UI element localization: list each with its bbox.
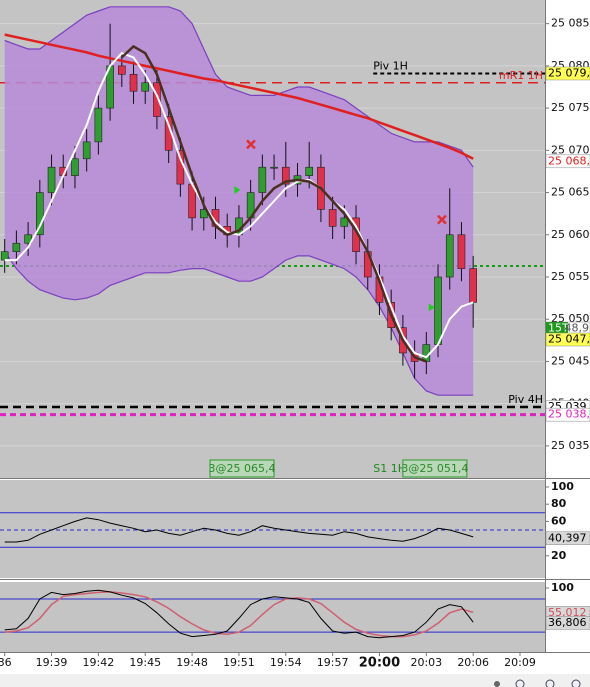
y-tick-label: 60 bbox=[551, 514, 567, 527]
price-tag-label: 48,9 bbox=[565, 322, 590, 335]
indicator-line bbox=[4, 52, 474, 359]
candle-body bbox=[176, 150, 185, 185]
candle-body bbox=[36, 192, 44, 236]
candle-body bbox=[71, 158, 79, 176]
candle-body bbox=[328, 209, 337, 227]
y-tick-label: 25 045 bbox=[551, 354, 590, 367]
toolbar-icon[interactable] bbox=[571, 679, 581, 687]
candle-body bbox=[24, 234, 32, 244]
level-label: Piv 1H bbox=[373, 59, 408, 72]
price-tag-badge-label: 15T bbox=[548, 322, 569, 335]
annotation-box bbox=[209, 459, 275, 478]
y-tick-label: 25 060 bbox=[551, 228, 590, 241]
candle-body bbox=[82, 141, 91, 160]
x-tick-label: 19:57 bbox=[317, 656, 349, 669]
candle-body bbox=[94, 107, 103, 143]
candle-body bbox=[118, 65, 126, 75]
annotation-box bbox=[402, 459, 468, 478]
x-tick-label: 20:06 bbox=[457, 656, 489, 669]
band-fill bbox=[4, 6, 474, 396]
x-tick-label: 20:09 bbox=[504, 656, 536, 669]
candle-body bbox=[340, 217, 349, 227]
candle-body bbox=[457, 234, 466, 269]
y-tick-label: 25 065 bbox=[551, 186, 590, 199]
candle-body bbox=[153, 82, 161, 117]
indicator-line bbox=[4, 517, 474, 543]
price-tag-badge bbox=[546, 322, 568, 336]
signal-marker bbox=[234, 186, 241, 195]
oscillator-panel bbox=[0, 480, 545, 578]
y-tick-label: 100 bbox=[551, 581, 574, 594]
level-label: mR1 1H bbox=[499, 69, 543, 82]
y-tick-label: 25 075 bbox=[551, 101, 590, 114]
price-tag-label: 25 079,1 bbox=[548, 66, 590, 79]
candle-body bbox=[270, 166, 278, 169]
y-tick-label: 25 055 bbox=[551, 270, 590, 283]
price-tag-label: 25 038,7 bbox=[548, 408, 590, 421]
signal-marker bbox=[428, 303, 435, 312]
candle-body bbox=[141, 82, 150, 92]
toolbar-icon[interactable] bbox=[494, 681, 500, 687]
x-tick-label: 20:00 bbox=[359, 656, 400, 671]
y-tick-label: 80 bbox=[551, 497, 567, 510]
y-tick-label: 25 070 bbox=[551, 143, 590, 156]
candle-body bbox=[445, 234, 454, 278]
y-tick-label: 25 085 bbox=[551, 17, 590, 30]
candle-body bbox=[47, 166, 56, 193]
price-tag-label: 36,806 bbox=[548, 616, 587, 629]
x-tick-label: 19:39 bbox=[36, 656, 68, 669]
candle-body bbox=[0, 251, 9, 261]
candle-body bbox=[129, 74, 138, 92]
price-tag bbox=[545, 66, 590, 81]
price-tag bbox=[545, 531, 590, 546]
x-tick-label: 19:45 bbox=[129, 656, 161, 669]
indicator-line bbox=[120, 44, 427, 363]
annotation: 3@25 051,4 bbox=[401, 462, 468, 475]
band-lower bbox=[4, 251, 474, 396]
candle-body bbox=[12, 242, 21, 252]
price-tag bbox=[545, 616, 590, 630]
price-tag bbox=[545, 407, 590, 422]
price-tag-label: 25 068,7 bbox=[548, 154, 590, 167]
price-tag bbox=[545, 332, 590, 347]
toolbar-icon[interactable] bbox=[545, 679, 555, 687]
price-tag bbox=[545, 154, 590, 169]
band-upper bbox=[4, 6, 474, 168]
indicator-line bbox=[4, 589, 474, 639]
candle-body bbox=[422, 344, 431, 362]
signal-marker bbox=[437, 214, 447, 225]
candle-body bbox=[434, 276, 442, 345]
candle-body bbox=[258, 166, 267, 193]
toolbar bbox=[0, 674, 590, 687]
annotation: 3@25 065,4 bbox=[209, 462, 276, 475]
y-tick-label: 100 bbox=[551, 480, 574, 493]
annotation: S1 1H bbox=[373, 462, 406, 475]
indicator-line bbox=[4, 33, 474, 160]
level-label: Piv 4H bbox=[508, 393, 543, 406]
y-tick-label: 20 bbox=[551, 549, 567, 562]
candle-body bbox=[305, 166, 313, 176]
x-tick-label: 19:54 bbox=[270, 656, 302, 669]
candle-body bbox=[469, 268, 477, 303]
x-tick-label: 36 bbox=[0, 656, 12, 669]
candle-body bbox=[281, 166, 290, 185]
price-tag-label: 40,397 bbox=[548, 531, 587, 544]
x-tick-label: 20:03 bbox=[410, 656, 442, 669]
toolbar-icon[interactable] bbox=[515, 679, 525, 687]
price-tag-label: 55,012 bbox=[548, 606, 587, 619]
x-tick-label: 19:51 bbox=[223, 656, 255, 669]
x-tick-label: 19:42 bbox=[83, 656, 115, 669]
signal-marker bbox=[246, 139, 256, 150]
x-tick-label: 19:48 bbox=[176, 656, 208, 669]
y-tick-label: 25 035 bbox=[551, 439, 590, 452]
price-tag-label: 25 047,6 bbox=[548, 332, 590, 345]
